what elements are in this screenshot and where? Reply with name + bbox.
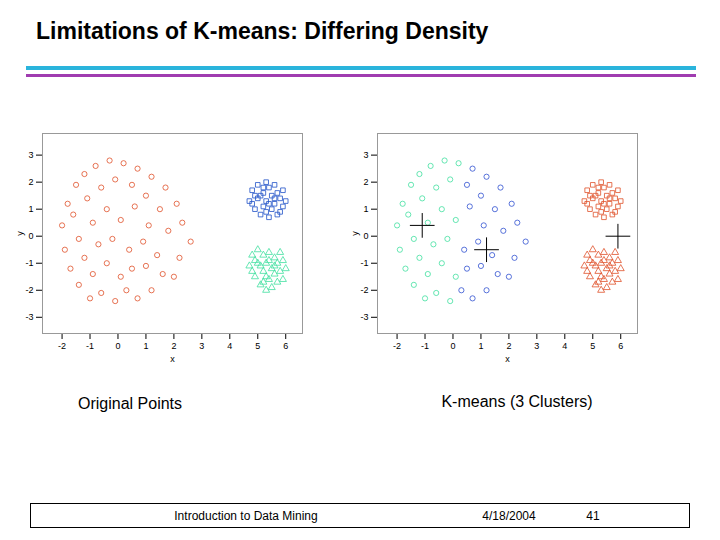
svg-text:0: 0	[450, 341, 455, 351]
svg-text:2: 2	[171, 341, 176, 351]
svg-text:3: 3	[534, 341, 539, 351]
svg-text:3: 3	[363, 150, 368, 160]
svg-text:1: 1	[143, 341, 148, 351]
svg-text:3: 3	[28, 150, 33, 160]
html-text:4/18/2004: 4/18/2004	[482, 509, 536, 523]
html-text:Introduction to Data Mining: Introduction to Data Mining	[174, 509, 318, 523]
svg-text:0: 0	[28, 231, 33, 241]
svg-text:1: 1	[363, 204, 368, 214]
svg-text:y: y	[15, 231, 25, 236]
svg-text:-2: -2	[25, 285, 33, 295]
svg-text:0: 0	[115, 341, 120, 351]
html-text:41: 41	[586, 509, 600, 523]
svg-text:5: 5	[255, 341, 260, 351]
svg-text:-2: -2	[58, 341, 66, 351]
svg-text:-1: -1	[86, 341, 94, 351]
svg-text:-1: -1	[360, 258, 368, 268]
svg-text:5: 5	[590, 341, 595, 351]
svg-text:0: 0	[363, 231, 368, 241]
svg-text:1: 1	[478, 341, 483, 351]
svg-text:-3: -3	[25, 312, 33, 322]
svg-text:4: 4	[227, 341, 232, 351]
svg-text:2: 2	[506, 341, 511, 351]
svg-text:x: x	[170, 354, 175, 364]
svg-text:x: x	[505, 354, 510, 364]
svg-text:4: 4	[562, 341, 567, 351]
svg-text:2: 2	[28, 177, 33, 187]
svg-text:y: y	[350, 231, 360, 236]
svg-text:-2: -2	[360, 285, 368, 295]
html-text:Limitations of K-means: Differ: Limitations of K-means: Differing Densit…	[36, 18, 489, 44]
svg-text:1: 1	[28, 204, 33, 214]
svg-text:6: 6	[283, 341, 288, 351]
svg-text:-2: -2	[393, 341, 401, 351]
svg-text:3: 3	[199, 341, 204, 351]
html-text:K-means (3 Clusters): K-means (3 Clusters)	[441, 393, 593, 410]
svg-text:-3: -3	[360, 312, 368, 322]
svg-text:-1: -1	[25, 258, 33, 268]
html-text:Original Points: Original Points	[78, 395, 182, 412]
svg-text:6: 6	[618, 341, 623, 351]
svg-text:-1: -1	[421, 341, 429, 351]
svg-text:2: 2	[363, 177, 368, 187]
